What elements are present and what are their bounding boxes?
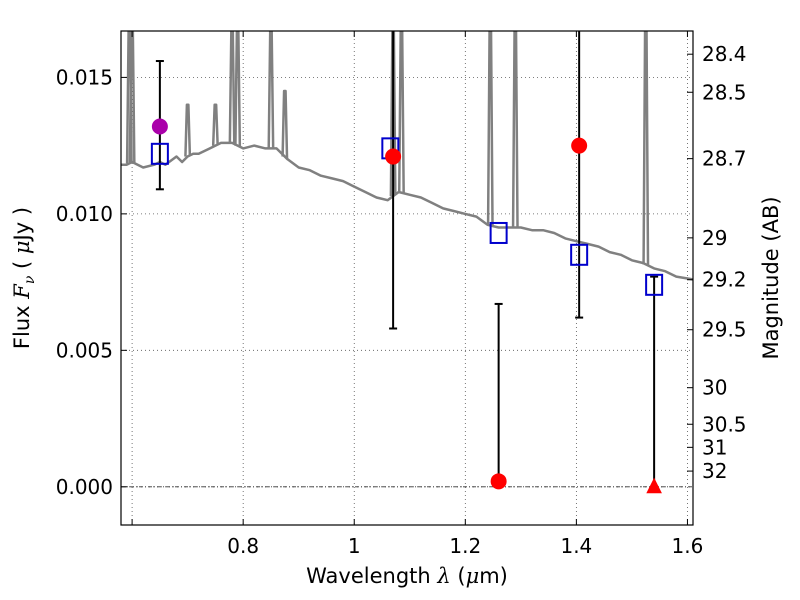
observed-flux-point	[571, 137, 588, 154]
y-tick-label: 0.005	[56, 338, 113, 362]
upper-limit-triangle	[646, 477, 662, 494]
marker-layer	[150, 31, 664, 494]
mag-tick-label: 29.5	[702, 318, 747, 342]
sed-emission-line	[211, 103, 219, 146]
y-tick-label: 0.000	[56, 475, 113, 499]
sed-emission-line	[281, 89, 289, 159]
y-axis-label: Flux Fν ( μJy )	[10, 207, 38, 349]
mag-tick-label: 32	[702, 459, 727, 483]
sed-emission-line	[128, 31, 136, 164]
sed-emission-line	[397, 31, 405, 194]
mag-tick-label: 28.7	[702, 147, 747, 171]
sed-emission-line	[642, 31, 650, 266]
data-layer	[121, 31, 693, 281]
x-axis-label: Wavelength λ (μm)	[306, 564, 508, 588]
model-flux-square	[570, 243, 589, 266]
observed-flux-point	[151, 118, 168, 135]
grid-lines	[121, 31, 693, 525]
sed-emission-line	[184, 103, 192, 157]
mag-tick-label: 29.2	[702, 268, 747, 292]
x-tick-label: 1.6	[672, 534, 704, 558]
mag-tick-label: 30.5	[702, 412, 747, 436]
x-tick-label: 1.2	[449, 534, 481, 558]
sed-emission-line	[234, 31, 242, 147]
y2-axis-label: Magnitude (AB)	[759, 196, 783, 359]
sed-emission-line	[228, 31, 236, 145]
mag-tick-label: 28.4	[702, 42, 747, 66]
model-flux-square	[645, 273, 664, 296]
plot-area-background	[121, 31, 693, 525]
x-tick-label: 0.8	[227, 534, 259, 558]
sed-emission-line	[511, 31, 519, 228]
sed-emission-line	[267, 31, 275, 149]
sed-emission-line	[389, 31, 397, 197]
axis-ticks: 0.8 1 1.2 1.4 1.6 0.000 0.005 0.010 0.015 28.4 28.…	[56, 31, 747, 558]
mag-tick-label: 30	[702, 376, 727, 400]
model-flux-square	[150, 142, 169, 165]
sed-emission-line	[486, 31, 494, 227]
mag-tick-label: 31	[702, 435, 727, 459]
y-tick-label: 0.010	[56, 202, 113, 226]
plot-frame	[120, 30, 694, 526]
x-tick-label: 1	[348, 534, 361, 558]
mag-tick-label: 29	[702, 226, 727, 250]
model-flux-square	[489, 221, 508, 244]
observed-flux-point	[385, 148, 402, 165]
y-tick-label: 0.015	[56, 65, 113, 89]
x-tick-label: 1.4	[560, 534, 592, 558]
observed-flux-point	[490, 473, 507, 490]
sed-curve	[121, 141, 693, 281]
mag-tick-label: 28.5	[702, 80, 747, 104]
